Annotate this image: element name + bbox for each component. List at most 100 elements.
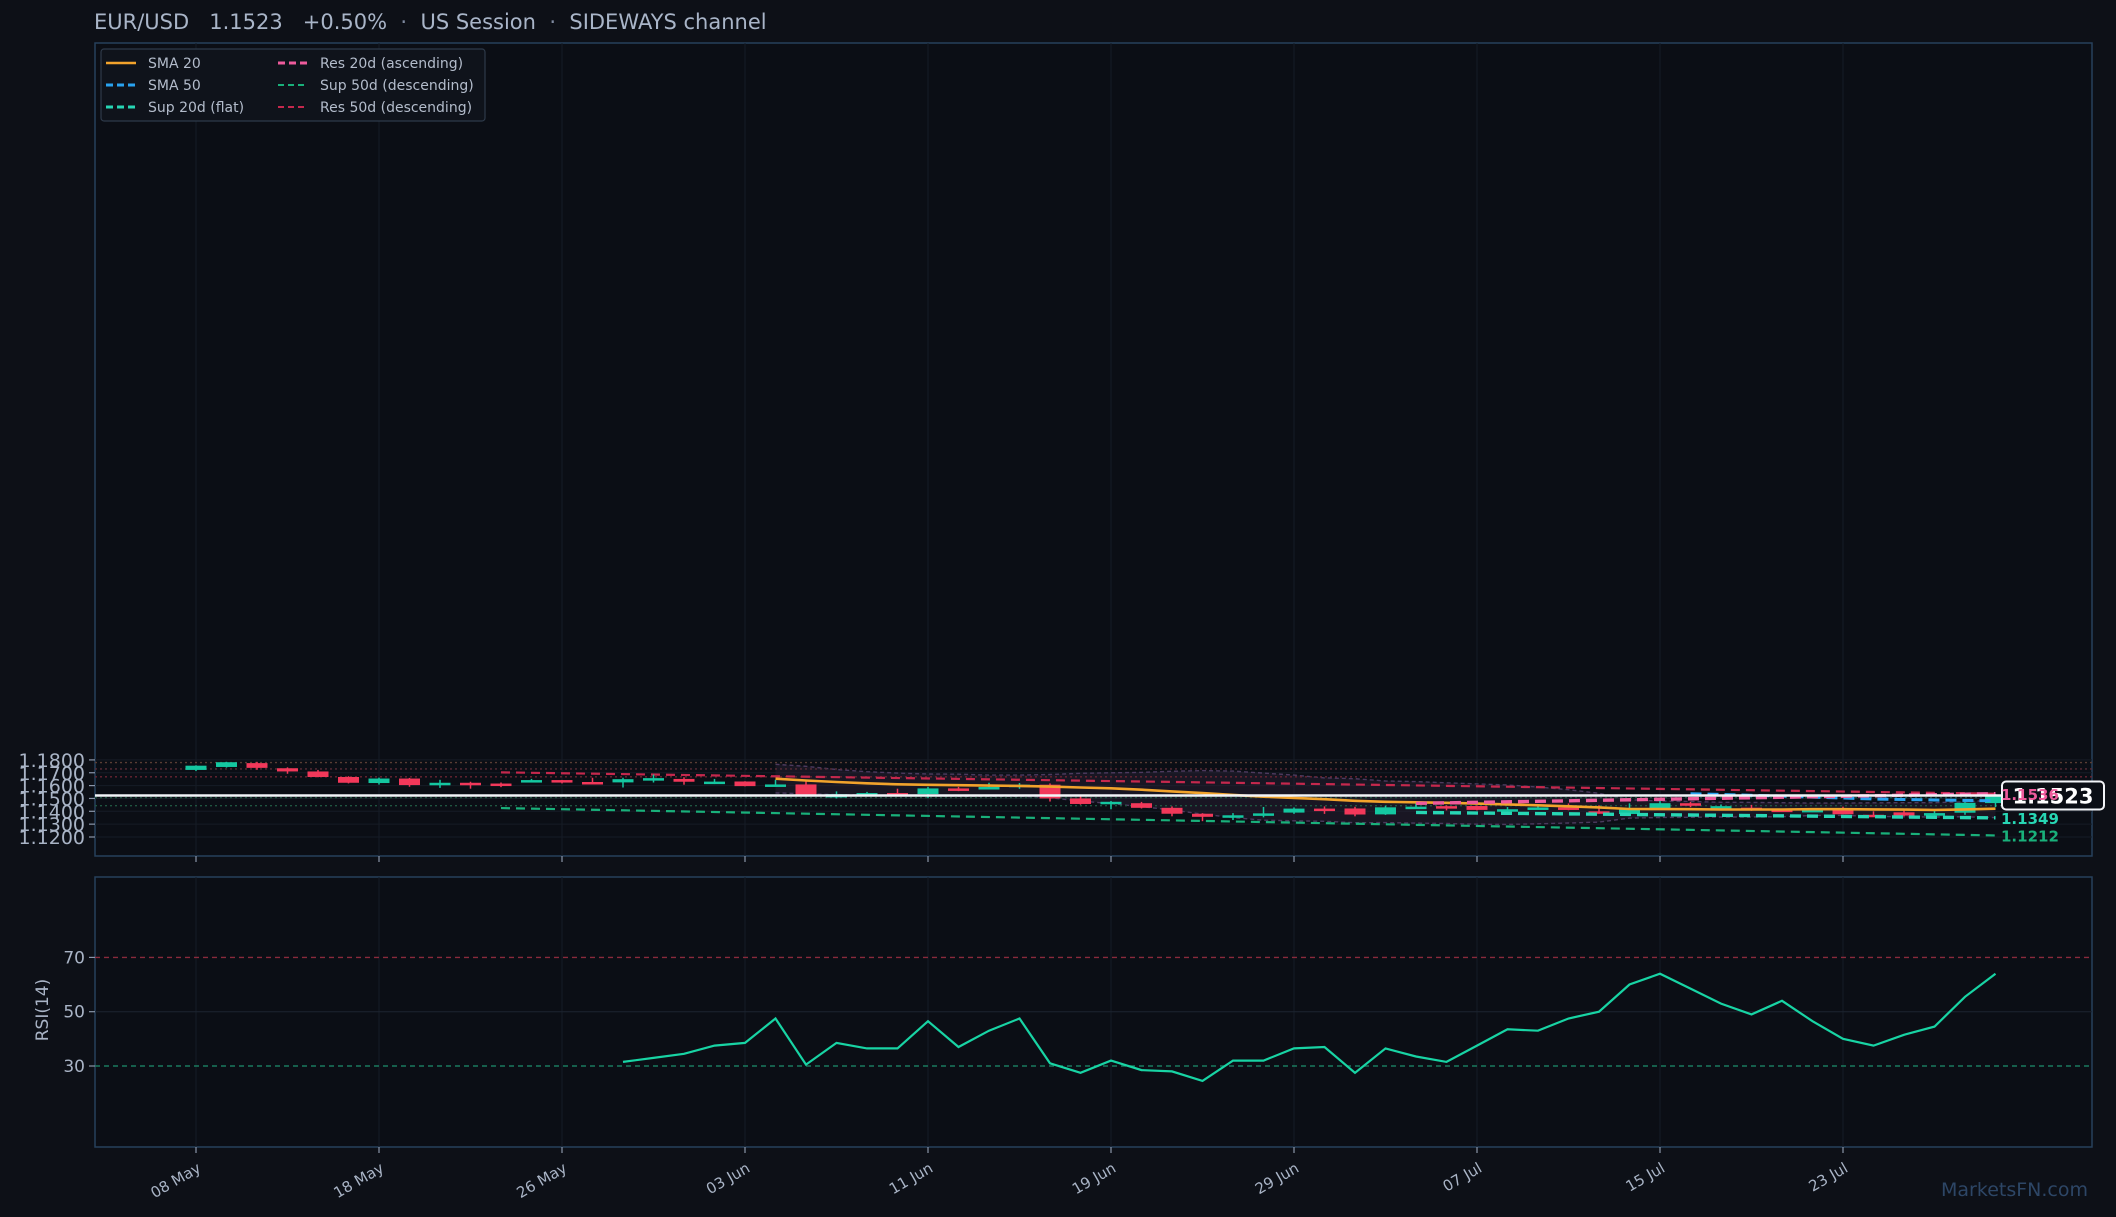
y-tick-label: 1.1800: [19, 750, 85, 772]
pattern-label: SIDEWAYS channel: [569, 10, 767, 34]
candle-body: [1527, 807, 1549, 810]
candle-body: [1314, 808, 1335, 812]
candle: [185, 765, 207, 772]
candle: [1100, 801, 1122, 810]
legend-label: Sup 20d (flat): [148, 100, 244, 116]
legend: SMA 20 Res 20d (ascending) SMA 50 Sup 50d (…: [100, 48, 486, 122]
x-tick-label: 19 Jun: [1069, 1159, 1119, 1198]
candle-body: [1192, 813, 1213, 817]
trendline-res50: [500, 771, 1996, 795]
candle-body: [1771, 809, 1793, 813]
legend-label: SMA 20: [148, 56, 201, 72]
candle-body: [1710, 806, 1732, 809]
candle-body: [1558, 807, 1579, 810]
y-tick-label: 1.1700: [19, 763, 85, 785]
bollinger-upper-line: [775, 763, 1996, 804]
change-label: +0.50%: [302, 10, 388, 34]
candle: [429, 779, 451, 788]
candle-body: [1588, 811, 1610, 814]
candle: [1253, 806, 1274, 818]
candle-body: [1375, 807, 1396, 815]
candle-body: [216, 762, 237, 767]
legend-label: Sup 50d (descending): [320, 78, 474, 94]
legend-label: SMA 50: [148, 78, 201, 94]
pair-label: EUR/USD: [94, 10, 190, 34]
candle: [704, 778, 725, 785]
candle-body: [948, 788, 969, 791]
candle-body: [1497, 809, 1518, 812]
candle-body: [1832, 809, 1854, 815]
x-tick-label: 03 Jun: [703, 1159, 753, 1198]
x-tick-label: 18 May: [330, 1159, 387, 1202]
candle-body: [795, 784, 817, 797]
candle: [1375, 805, 1396, 815]
candle-body: [1649, 803, 1671, 809]
candle-body: [1680, 803, 1701, 806]
candle-body: [307, 771, 329, 777]
trendline-sup50: [500, 806, 1996, 837]
candle: [1710, 804, 1732, 809]
candle: [643, 774, 664, 783]
x-tick-label: 08 May: [147, 1159, 204, 1202]
candle-body: [1344, 808, 1366, 815]
candle-body: [246, 763, 268, 768]
candle-body: [734, 781, 756, 787]
candle-body: [1283, 808, 1305, 813]
candle: [1131, 801, 1152, 809]
price-label: 1.1523: [209, 10, 283, 34]
candle: [673, 777, 695, 785]
sma20-line: [775, 777, 1996, 812]
candle: [490, 782, 512, 788]
candle-body: [1619, 808, 1640, 814]
candle: [460, 781, 481, 789]
candle-body: [1222, 815, 1244, 818]
candle-body: [1100, 801, 1122, 805]
line-end-label: 1.1349: [2001, 810, 2059, 828]
candle-body: [1466, 806, 1488, 810]
rsi-y-tick-label: 70: [63, 948, 85, 968]
candle-body: [1893, 812, 1915, 816]
price-panel: [94, 42, 2093, 857]
rsi-axis-label: RSI(14): [33, 979, 53, 1042]
candle-body: [1954, 802, 1976, 813]
candle: [1863, 811, 1884, 818]
y-tick-label: 1.1200: [19, 827, 85, 849]
candle: [1161, 806, 1183, 817]
trendline-sup20: [1415, 810, 1996, 820]
rsi-y-tick-label: 30: [63, 1057, 85, 1077]
session-label: US Session: [420, 10, 536, 34]
candle-body: [460, 782, 481, 786]
candle-body: [1863, 814, 1884, 818]
candle-body: [1436, 806, 1457, 809]
candle-body: [277, 768, 298, 772]
candle: [734, 781, 756, 787]
candle: [1222, 813, 1244, 821]
candle-body: [399, 778, 420, 786]
candle-body: [521, 780, 542, 783]
candle-body: [917, 788, 939, 795]
candle-body: [185, 765, 207, 770]
candle: [612, 777, 634, 788]
candle: [582, 777, 603, 785]
candle-body: [1131, 803, 1152, 808]
candle: [1436, 805, 1457, 811]
x-tick-label: 11 Jun: [886, 1159, 936, 1198]
candle-body: [643, 778, 664, 781]
rsi-line: [622, 972, 1997, 1083]
candle: [246, 761, 268, 770]
x-tick-label: 23 Jul: [1806, 1159, 1851, 1196]
candle-body: [551, 780, 573, 783]
candle: [1680, 801, 1701, 808]
legend-label: Res 20d (ascending): [320, 56, 463, 72]
candle-body: [704, 781, 725, 785]
x-tick-label: 26 May: [513, 1159, 570, 1202]
candle-body: [338, 776, 359, 783]
candle-body: [490, 783, 512, 787]
candle: [216, 761, 237, 768]
rsi-y-tick-label: 50: [63, 1003, 85, 1023]
candle-body: [1161, 807, 1183, 814]
candle: [521, 778, 542, 783]
candle-body: [1253, 813, 1274, 816]
